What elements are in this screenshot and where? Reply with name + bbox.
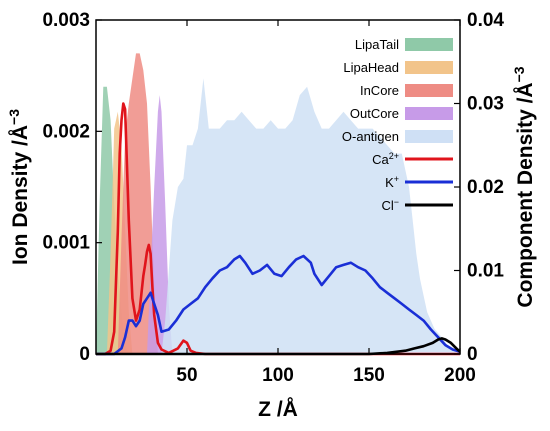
y-right-tick-label: 0.01 xyxy=(467,261,504,282)
line-ca xyxy=(96,102,460,356)
x-tick-label: 200 xyxy=(444,365,476,386)
x-tick-label: 150 xyxy=(353,365,385,386)
legend-label-o-antigen: O-antigen xyxy=(342,129,399,144)
area-incore xyxy=(117,53,158,355)
y-right-tick-label: 0 xyxy=(467,344,478,365)
legend-swatch-outcore xyxy=(405,107,453,120)
legend-label-lipatail: LipaTail xyxy=(355,37,399,52)
y-right-tick-label: 0.03 xyxy=(467,94,504,115)
legend-label-outcore: OutCore xyxy=(350,106,399,121)
y-left-tick-label: 0.001 xyxy=(42,233,90,254)
x-axis-title: Z /Å xyxy=(258,397,298,421)
y-left-tick-label: 0.002 xyxy=(42,121,90,142)
legend-label-incore: InCore xyxy=(360,83,399,98)
legend-swatch-o-antigen xyxy=(405,130,453,143)
y-left-tick-label: 0 xyxy=(79,344,90,365)
line-k xyxy=(96,254,461,356)
y-left-tick-label: 0.003 xyxy=(42,10,90,31)
y-left-axis-title: Ion Density /Å−3 xyxy=(6,109,32,265)
legend-swatch-lipahead xyxy=(405,61,453,74)
y-right-axis-title: Component Density /Å−3 xyxy=(511,66,537,307)
legend-label-lipahead: LipaHead xyxy=(343,60,399,75)
x-tick-label: 50 xyxy=(176,365,197,386)
legend-swatch-lipatail xyxy=(405,38,453,51)
axis-ticks: 50 100 150 20000.0010.0020.00300.010.020.03… xyxy=(42,10,504,386)
y-right-tick-label: 0.04 xyxy=(467,10,504,31)
y-right-tick-label: 0.02 xyxy=(467,177,504,198)
x-tick-label: 100 xyxy=(262,365,294,386)
legend: LipaTailLipaHeadInCoreOutCoreO-antigenCa… xyxy=(342,37,453,213)
legend-swatch-incore xyxy=(405,84,453,97)
area-o-antigen xyxy=(161,78,460,355)
